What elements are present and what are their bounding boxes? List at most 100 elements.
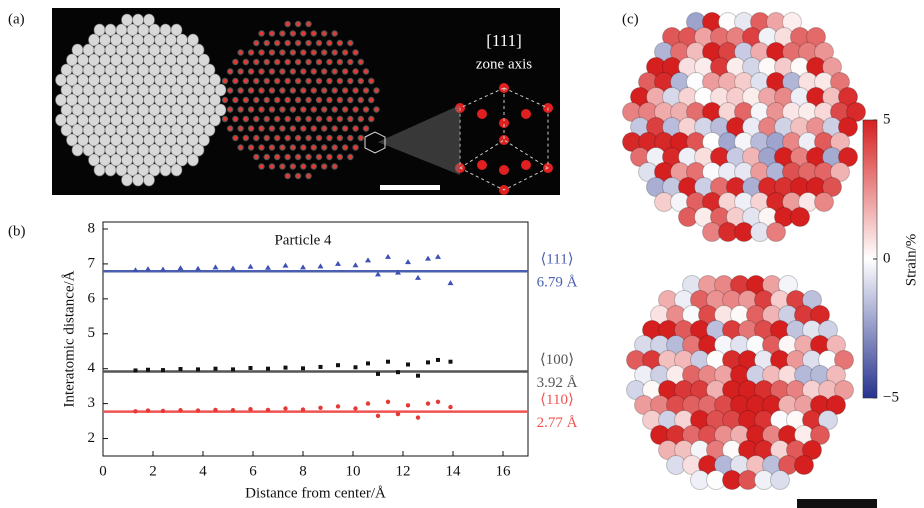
point bbox=[416, 415, 420, 419]
reference-value: 2.77 Å bbox=[537, 415, 578, 431]
atom-dot bbox=[311, 107, 316, 112]
reference-name: ⟨111⟩ bbox=[540, 252, 573, 268]
point bbox=[146, 368, 150, 372]
point bbox=[196, 367, 200, 371]
atom-dot bbox=[322, 164, 327, 169]
atom-dot bbox=[259, 50, 264, 55]
atom-dot bbox=[337, 154, 342, 159]
atom-dot bbox=[316, 78, 321, 83]
atom-dot bbox=[306, 59, 311, 64]
atom-dot bbox=[322, 50, 327, 55]
point bbox=[396, 370, 400, 374]
atom-dot bbox=[337, 78, 342, 83]
atom-dot bbox=[290, 164, 295, 169]
point bbox=[448, 405, 452, 409]
atom-dot bbox=[332, 126, 337, 131]
atom-dot bbox=[269, 145, 274, 150]
point bbox=[266, 367, 270, 371]
atom-dot bbox=[238, 50, 243, 55]
point bbox=[196, 408, 200, 412]
x-tick-label: 12 bbox=[396, 463, 411, 479]
y-tick-label: 4 bbox=[88, 360, 96, 376]
point bbox=[266, 408, 270, 412]
atom-dot bbox=[316, 59, 321, 64]
point bbox=[435, 254, 441, 259]
atom-dot bbox=[311, 88, 316, 93]
atom-dot bbox=[275, 116, 280, 121]
atom-dot bbox=[327, 40, 332, 45]
atom-dot bbox=[353, 107, 358, 112]
point bbox=[301, 407, 305, 411]
atom-dot bbox=[343, 107, 348, 112]
x-tick-label: 0 bbox=[99, 463, 107, 479]
point bbox=[365, 257, 371, 262]
atom-dot bbox=[343, 145, 348, 150]
atom-dot bbox=[275, 78, 280, 83]
atom-dot bbox=[311, 126, 316, 131]
atom-dot bbox=[316, 135, 321, 140]
colorbar-label: Strain/% bbox=[903, 234, 919, 287]
atom-dot bbox=[238, 126, 243, 131]
annotation: Particle 4 bbox=[274, 232, 332, 248]
atom-dot bbox=[327, 78, 332, 83]
point bbox=[319, 365, 323, 369]
y-axis-label: Interatomic distance/Å bbox=[61, 270, 77, 407]
unit-cell-atom bbox=[477, 160, 487, 170]
point bbox=[213, 408, 217, 412]
atom-dot bbox=[264, 78, 269, 83]
atom-dot bbox=[311, 164, 316, 169]
reference-value: 3.92 Å bbox=[537, 375, 578, 391]
point bbox=[386, 400, 390, 404]
atom-dot bbox=[301, 50, 306, 55]
point bbox=[230, 265, 236, 270]
atom-dot bbox=[348, 78, 353, 83]
atom-dot bbox=[306, 173, 311, 178]
atom-dot bbox=[358, 97, 363, 102]
atom-dot bbox=[243, 135, 248, 140]
point bbox=[436, 400, 440, 404]
atom-dot bbox=[243, 59, 248, 64]
atom-dot bbox=[243, 97, 248, 102]
atom-dot bbox=[369, 97, 374, 102]
point bbox=[426, 360, 430, 364]
point bbox=[248, 407, 252, 411]
unit-cell-atom bbox=[521, 160, 531, 170]
point bbox=[336, 363, 340, 367]
atom-dot bbox=[332, 31, 337, 36]
atom-dot bbox=[374, 88, 379, 93]
atom-dot bbox=[280, 126, 285, 131]
plot-frame bbox=[103, 222, 528, 456]
atom-dot bbox=[311, 145, 316, 150]
point bbox=[249, 366, 253, 370]
atom-dot bbox=[343, 126, 348, 131]
atom-sphere bbox=[771, 471, 790, 490]
atom-dot bbox=[285, 59, 290, 64]
atom-dot bbox=[222, 97, 227, 102]
atom-dot bbox=[358, 116, 363, 121]
point bbox=[161, 368, 165, 372]
point bbox=[366, 361, 370, 365]
atom-dot bbox=[306, 97, 311, 102]
atom-dot bbox=[248, 88, 253, 93]
atom-dot bbox=[327, 59, 332, 64]
atom-dot bbox=[332, 88, 337, 93]
atom-dot bbox=[322, 69, 327, 74]
atom-dot bbox=[275, 40, 280, 45]
point bbox=[353, 406, 357, 410]
atom-dot bbox=[259, 107, 264, 112]
atom-dot bbox=[275, 97, 280, 102]
point bbox=[178, 408, 182, 412]
atom-dot bbox=[301, 145, 306, 150]
atom-dot bbox=[322, 145, 327, 150]
atom-dot bbox=[285, 78, 290, 83]
point bbox=[353, 262, 359, 267]
y-tick-label: 7 bbox=[88, 255, 96, 271]
atom-dot bbox=[254, 59, 259, 64]
point bbox=[146, 408, 150, 412]
point bbox=[231, 408, 235, 412]
atom-dot bbox=[301, 31, 306, 36]
atom-dot bbox=[254, 78, 259, 83]
atom-dot bbox=[280, 31, 285, 36]
y-tick-label: 8 bbox=[88, 220, 96, 236]
atom-dot bbox=[243, 78, 248, 83]
